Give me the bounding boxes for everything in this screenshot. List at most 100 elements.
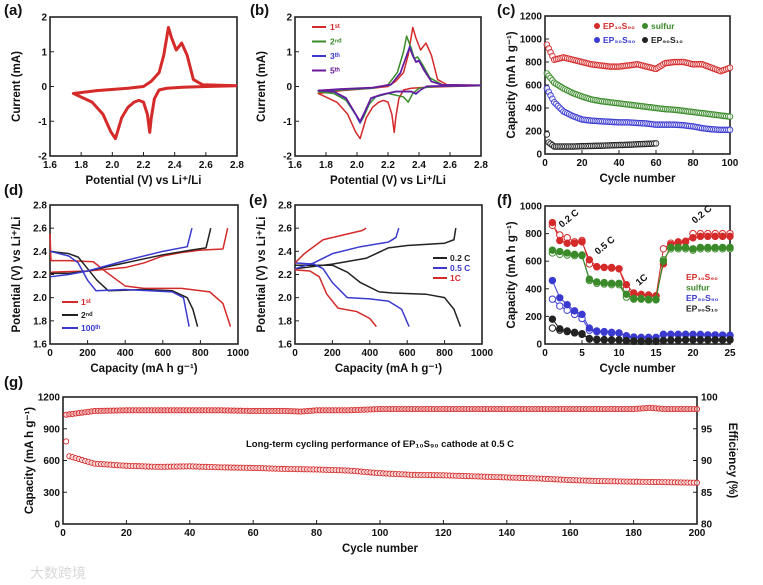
filled-marker [556, 236, 564, 245]
legend-label: EP₁₀S₉₀ [603, 21, 635, 31]
filled-marker [607, 328, 616, 336]
filled-marker [696, 232, 705, 241]
x-tick-label: 600 [154, 348, 171, 359]
filled-marker [726, 243, 734, 252]
y-axis-label: Capacity (mA h g⁻¹) [506, 31, 518, 138]
panel-e: (e) 0 200 400 600 800 1000 1.6 1.8 2.0 2.2 2.4 2.6 2.… [249, 192, 494, 375]
filled-marker [593, 278, 601, 286]
x-tick-label: 0 [542, 348, 548, 359]
discharge-curve [49, 250, 190, 327]
data-marker [726, 113, 734, 120]
filled-marker [563, 327, 571, 335]
panel-label: (b) [250, 2, 269, 19]
y-axis-label: Capacity (mA h g⁻¹) [506, 221, 518, 328]
x-tick-label: 40 [184, 528, 196, 539]
filled-marker [570, 250, 579, 259]
x-tick-label: 2.8 [474, 160, 488, 171]
x-tick-label: 10 [613, 348, 625, 359]
panel-c: (c)0 20 40 60 80 100020040060080010001200Cycl… [497, 2, 739, 185]
charge-curve [294, 227, 367, 264]
filled-marker [585, 275, 594, 283]
filled-marker [622, 290, 631, 299]
x-tick-label: 15 [650, 348, 662, 359]
filled-marker [556, 325, 564, 333]
filled-marker [585, 256, 594, 264]
filled-marker [689, 234, 697, 242]
panel-g: (g) 0 20 40 60 80 100 120 140 160 180 200 0 300 600 900… [4, 374, 738, 555]
y-tick-label: 300 [43, 488, 60, 499]
charge-curve [294, 228, 457, 270]
x-axis-label: Potential (V) vs Li⁺/Li [86, 175, 202, 187]
filled-marker [615, 336, 623, 344]
y-tick-label: 1200 [520, 12, 543, 23]
filled-marker [578, 238, 586, 246]
discharge-curve [294, 262, 410, 327]
x-tick-label: 800 [436, 348, 453, 359]
x-tick-label: 100 [372, 528, 389, 539]
x-tick-label: 2.4 [168, 160, 182, 171]
filled-marker [667, 336, 675, 344]
filled-marker [681, 237, 690, 245]
filled-marker [718, 232, 727, 241]
x-tick-label: 160 [562, 528, 579, 539]
filled-marker [681, 336, 690, 344]
y-tick-label: 1.8 [278, 316, 292, 327]
y-tick-label: 600 [525, 81, 542, 92]
legend-label: EP₉₀S₁₀ [686, 304, 718, 314]
data-marker [652, 140, 660, 147]
y-axis-label: Current (mA) [256, 51, 268, 122]
filled-marker [570, 239, 579, 247]
filled-marker [711, 243, 719, 252]
filled-marker [563, 249, 571, 257]
filled-marker [607, 264, 616, 272]
x-tick-label: 1.8 [74, 160, 88, 171]
y-tick-label: 1.6 [278, 340, 292, 351]
filled-marker [556, 247, 564, 256]
filled-marker [644, 295, 653, 303]
panel-label: (e) [249, 192, 267, 209]
x-tick-label: 800 [192, 348, 209, 359]
data-marker [693, 479, 701, 486]
x-tick-label: 1.6 [43, 160, 57, 171]
charge-curve [49, 228, 229, 275]
legend-marker [642, 23, 648, 29]
y-tick-label: -2 [38, 152, 47, 163]
x-tick-label: 2.6 [199, 160, 213, 171]
x-tick-label: 60 [248, 528, 260, 539]
x-tick-label: 400 [361, 348, 378, 359]
filled-marker [726, 232, 734, 241]
data-marker [693, 406, 701, 413]
panel-b: (b) 1.6 1.8 2.0 2.2 2.4 2.6 2.8 -2 -1 0 1 2 Potential… [250, 2, 488, 187]
filled-marker [704, 243, 712, 252]
panel-label: (c) [497, 2, 515, 19]
filled-marker [607, 279, 616, 287]
filled-marker [615, 265, 623, 273]
open-marker [659, 245, 668, 253]
filled-marker [578, 310, 586, 319]
data-marker [543, 131, 551, 138]
panel-label: (d) [4, 182, 23, 199]
filled-marker [667, 243, 675, 252]
x-tick-label: 25 [724, 348, 736, 359]
filled-marker [600, 278, 608, 287]
x-axis-label: Potential (V) vs Li⁺/Li [330, 175, 446, 187]
filled-marker [637, 337, 645, 345]
filled-marker [585, 334, 594, 343]
y-axis-label: Potential (V) vs Li⁺/Li [256, 217, 268, 333]
y2-tick-label: 95 [701, 424, 713, 435]
y-tick-label: 800 [525, 229, 542, 240]
x-axis-label: Capacity (mA h g⁻¹) [335, 363, 442, 375]
watermark-logo: 大数跨境 [30, 565, 86, 581]
legend-label: 1ˢᵗ [330, 22, 340, 32]
x-tick-label: 120 [435, 528, 452, 539]
y-tick-label: 1 [286, 47, 292, 58]
x-tick-label: 2.0 [350, 160, 364, 171]
x-tick-label: 0 [47, 348, 53, 359]
rate-annotation: 0.5 C [593, 234, 618, 257]
y-tick-label: 0 [41, 82, 47, 93]
y2-tick-label: 80 [701, 520, 713, 531]
y-tick-label: 2 [41, 13, 47, 24]
filled-marker [593, 335, 601, 343]
y-tick-label: 800 [525, 58, 542, 69]
